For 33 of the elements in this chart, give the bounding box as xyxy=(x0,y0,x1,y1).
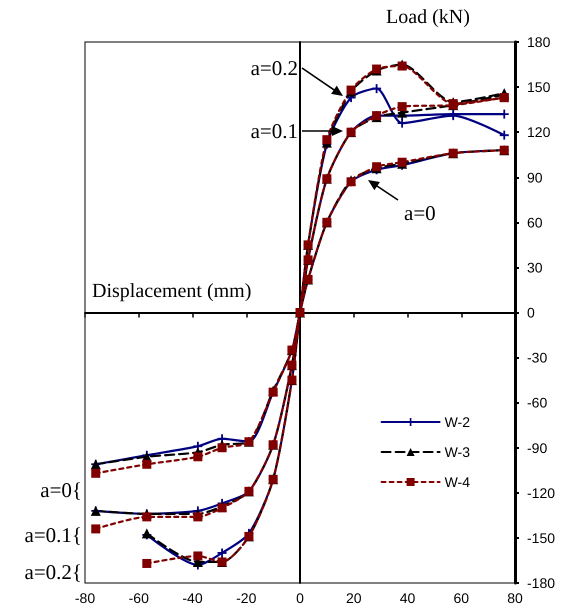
text: a=0.2{ xyxy=(24,560,82,584)
y-tick-label: 30 xyxy=(527,259,543,276)
x-axis-title: Displacement (mm) xyxy=(92,280,252,302)
x-tick-label: 20 xyxy=(346,590,362,605)
y-tick-label: 150 xyxy=(527,79,551,96)
y-tick-label: 90 xyxy=(527,169,543,186)
x-tick-label: -80 xyxy=(74,590,96,605)
text: a=0.1{ xyxy=(24,523,82,547)
y-tick-label: -30 xyxy=(527,350,548,366)
x-tick-label: 40 xyxy=(400,590,416,605)
y-axis-title: Load (kN) xyxy=(386,6,470,28)
legend-label: W-3 xyxy=(444,444,470,460)
y-tick-label: -120 xyxy=(527,484,556,501)
annotation: a=0 xyxy=(404,201,436,225)
x-tick-label: -60 xyxy=(128,590,150,605)
annotation: a=0.1 xyxy=(250,119,298,143)
y-tick-label: -150 xyxy=(527,530,556,546)
x-tick-label: 60 xyxy=(453,590,470,605)
y-tick-label: -60 xyxy=(527,394,548,411)
text: a=0{ xyxy=(40,478,82,502)
legend-label: W-2 xyxy=(444,414,470,430)
y-tick-label: 180 xyxy=(527,34,551,50)
x-tick-label: 0 xyxy=(296,590,304,605)
y-tick-label: 60 xyxy=(527,214,543,230)
annotation: a=0.2 xyxy=(250,56,298,80)
y-tick-label: -90 xyxy=(527,440,548,456)
x-tick-label: -40 xyxy=(182,590,203,605)
x-tick-label: -20 xyxy=(236,590,257,605)
y-tick-label: 0 xyxy=(527,304,535,320)
y-tick-label: -180 xyxy=(527,575,556,591)
legend-label: W-4 xyxy=(444,474,470,490)
y-tick-label: 120 xyxy=(527,124,551,140)
x-tick-label: 80 xyxy=(507,590,523,605)
